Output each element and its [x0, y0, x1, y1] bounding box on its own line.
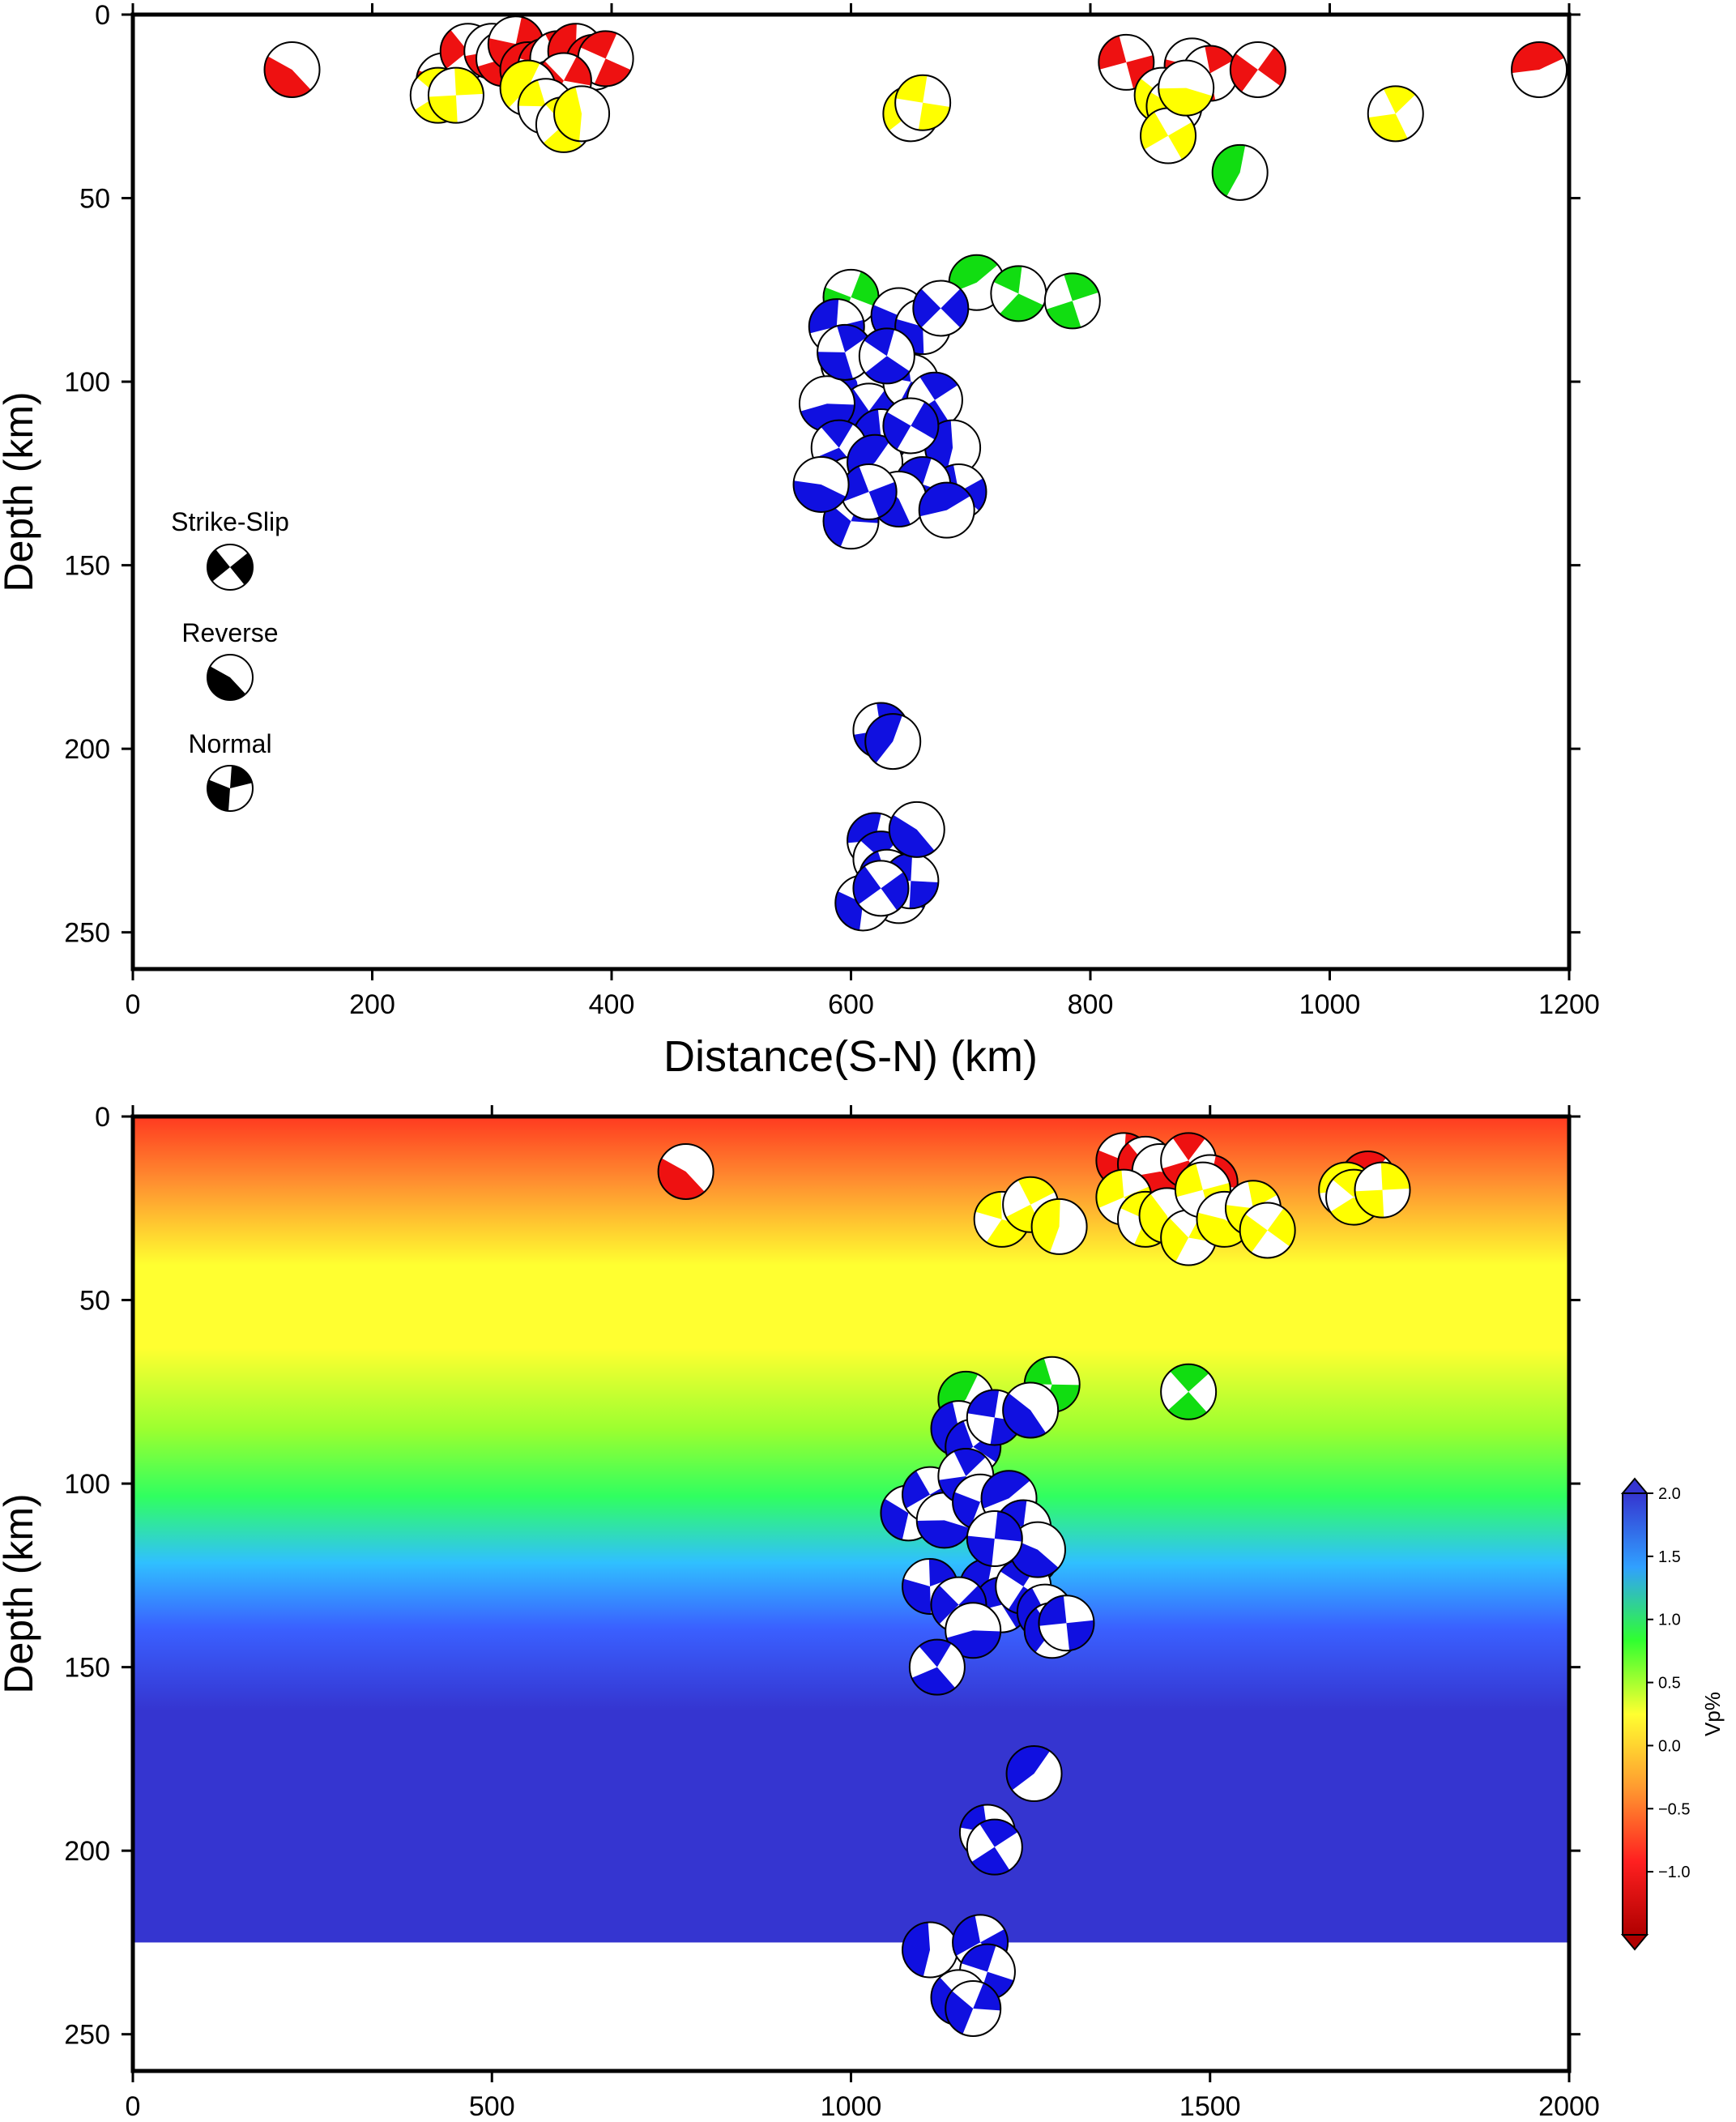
top-x-tick-label: 200: [349, 989, 395, 1020]
bottom-mechanism-blue: [908, 1638, 966, 1696]
bottom-mechanism-blue: [1002, 1381, 1060, 1439]
top-mechanism-yellow: [553, 85, 611, 143]
bottom-x-tick-label: 1500: [1179, 2091, 1241, 2122]
top-mechanism-yellow: [1140, 107, 1197, 164]
legend-reverse-label: Reverse: [181, 618, 278, 647]
vp-colorbar: −1.0 −0.5 0.0 0.5 1.0 1.5 2.0 Vp%: [1620, 1477, 1725, 1951]
top-y-axis-title: Depth (km): [0, 391, 41, 591]
colorbar-top-arrow: [1620, 1477, 1649, 1494]
top-mechanism-red: [1229, 41, 1286, 98]
legend-normal-icon: [207, 765, 254, 812]
bottom-y-tick-label: 150: [64, 1653, 110, 1684]
vp-model-field: [133, 1117, 1569, 1943]
top-mechanism-blue: [852, 860, 910, 917]
colorbar-tick-label: 1.0: [1658, 1612, 1681, 1629]
top-y-tick-label: 50: [79, 184, 110, 215]
colorbar-tick-label: −0.5: [1658, 1800, 1690, 1818]
mechanism-legend: Strike-Slip Reverse Normal: [171, 507, 289, 812]
top-mechanism-blue: [840, 463, 898, 520]
top-mechanism-green: [990, 265, 1047, 322]
top-mechanism-green: [1043, 272, 1101, 330]
colorbar-scale: [1622, 1492, 1648, 1936]
bottom-mechanism-blue: [945, 1979, 1002, 2037]
bottom-mechanism-markers: [657, 1132, 1411, 2037]
bottom-y-tick-label: 50: [79, 1286, 110, 1317]
colorbar-tick-label: −1.0: [1658, 1864, 1690, 1881]
bottom-y-tick-label: 0: [95, 1102, 110, 1133]
top-y-tick-label: 250: [64, 918, 110, 949]
colorbar-tick-label: 0.0: [1658, 1737, 1681, 1755]
bottom-y-tick-label: 250: [64, 2020, 110, 2051]
bottom-x-tick-label: 1000: [821, 2091, 882, 2122]
bottom-mechanism-red: [657, 1142, 714, 1200]
colorbar-tick-label: 2.0: [1658, 1485, 1681, 1503]
top-mechanism-blue: [864, 713, 922, 771]
top-y-tick-label: 200: [64, 734, 110, 765]
colorbar-bottom-arrow: [1620, 1934, 1649, 1951]
top-x-tick-label: 0: [126, 989, 141, 1020]
top-axes: 0 200 400 600 800 1000 1200 0 50 100 150 200 250: [64, 0, 1600, 1020]
legend-reverse-icon: [207, 654, 254, 701]
top-mechanism-green: [1211, 143, 1269, 201]
bottom-axes: 0 500 1000 1500 2000 0 50 100 150 200 250: [64, 1102, 1600, 2122]
bottom-mechanism-yellow: [1239, 1202, 1296, 1259]
top-x-tick-label: 1200: [1538, 989, 1600, 1020]
bottom-mechanism-green: [1160, 1363, 1218, 1420]
bottom-y-tick-label: 100: [64, 1469, 110, 1500]
bottom-mechanism-blue: [966, 1510, 1023, 1568]
top-mechanism-blue: [792, 455, 850, 513]
top-mechanism-red: [1511, 41, 1568, 98]
top-mechanism-blue: [918, 481, 975, 539]
bottom-mechanism-blue: [966, 1818, 1023, 1876]
vp-heatmap: [133, 1117, 1569, 1943]
bottom-x-tick-label: 0: [126, 2091, 141, 2122]
bottom-mechanism-blue: [1005, 1745, 1063, 1803]
top-mechanism-blue: [817, 323, 874, 381]
bottom-x-tick-label: 500: [469, 2091, 515, 2122]
top-mechanism-red: [263, 41, 321, 98]
top-y-tick-label: 0: [95, 0, 110, 31]
bottom-mechanism-blue: [1038, 1595, 1095, 1652]
top-x-tick-label: 1000: [1299, 989, 1361, 1020]
legend-strike-slip-label: Strike-Slip: [171, 507, 289, 536]
bottom-x-tick-label: 2000: [1538, 2091, 1600, 2122]
top-x-tick-label: 600: [828, 989, 874, 1020]
top-x-axis-title: Distance(S-N) (km): [663, 1032, 1038, 1081]
top-mechanism-yellow: [1367, 85, 1424, 143]
bottom-y-tick-label: 200: [64, 1836, 110, 1867]
top-mechanism-yellow: [427, 66, 484, 124]
top-mechanism-blue: [888, 801, 945, 858]
bottom-mechanism-yellow: [1030, 1198, 1088, 1255]
colorbar-label: Vp%: [1700, 1692, 1725, 1736]
top-y-tick-label: 150: [64, 551, 110, 582]
depth-section-bottom-panel: 0 500 1000 1500 2000 0 50 100 150 200 250 Depth (k…: [0, 1102, 1725, 2122]
top-mechanism-red: [577, 30, 634, 88]
colorbar-tick-label: 1.5: [1658, 1548, 1681, 1566]
bottom-mechanism-yellow: [1354, 1161, 1411, 1219]
top-mechanism-yellow: [894, 74, 952, 131]
top-y-tick-label: 100: [64, 367, 110, 398]
bottom-y-axis-title: Depth (km): [0, 1493, 41, 1693]
top-x-tick-label: 400: [589, 989, 635, 1020]
top-x-tick-label: 800: [1068, 989, 1114, 1020]
top-mechanism-red: [1098, 33, 1155, 91]
legend-strike-slip-icon: [207, 544, 254, 591]
top-mechanism-blue: [912, 280, 970, 337]
legend-normal-label: Normal: [188, 729, 271, 758]
top-mechanism-blue: [882, 397, 940, 455]
bottom-mechanism-blue: [902, 1921, 959, 1979]
top-mechanism-yellow: [1158, 59, 1215, 117]
colorbar-tick-label: 0.5: [1658, 1675, 1681, 1693]
top-mechanism-blue: [858, 327, 915, 385]
top-mechanism-markers: [263, 15, 1568, 932]
depth-section-top-panel: 0 200 400 600 800 1000 1200 0 50 100 150 200 250 Str…: [0, 0, 1600, 1081]
